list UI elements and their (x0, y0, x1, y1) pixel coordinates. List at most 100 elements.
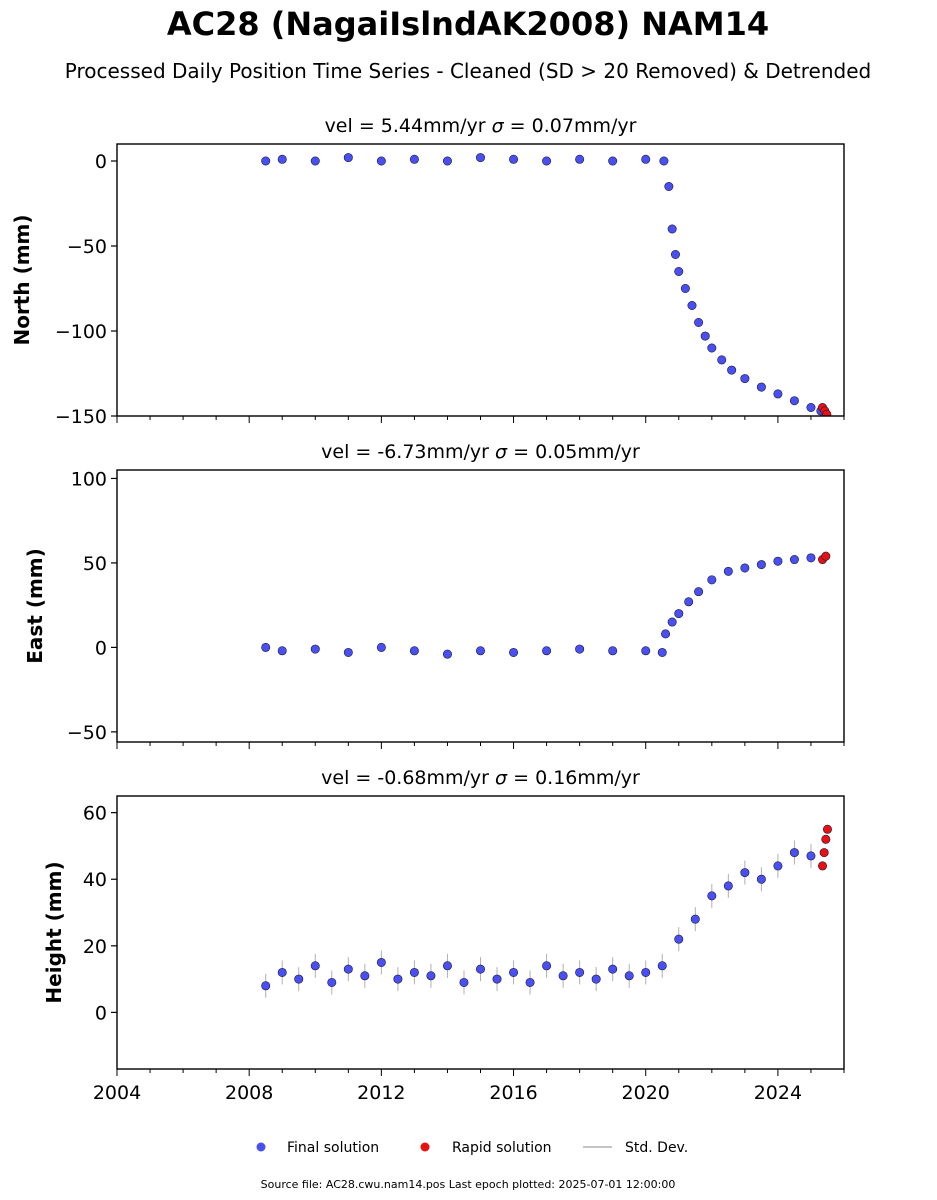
figure-title: AC28 (NagaiIslndAK2008) NAM14 (167, 5, 769, 43)
final-point (591, 974, 601, 984)
final-point (684, 597, 694, 607)
final-point (442, 156, 452, 166)
x-tick-label: 2008 (225, 1082, 273, 1104)
final-point (376, 642, 386, 652)
final-point (624, 971, 634, 981)
final-point (393, 974, 403, 984)
rapid-point (819, 848, 829, 858)
plot-frame (116, 143, 845, 417)
final-point (723, 881, 733, 891)
rapid-point (821, 551, 831, 561)
y-tick-label: 50 (83, 553, 107, 575)
rapid-point (822, 824, 832, 834)
panel-title-velocity: vel = 5.44mm/yr (325, 115, 492, 137)
final-point (707, 891, 717, 901)
north-panel: vel = 5.44mm/yr σ = 0.07mm/yr 0 −50 −100 −15… (10, 115, 845, 428)
legend-std-label: Std. Dev. (625, 1140, 688, 1156)
final-point (740, 563, 750, 573)
x-tick-label: 2024 (754, 1082, 802, 1104)
legend-final-label: Final solution (287, 1140, 379, 1156)
final-point (641, 154, 651, 164)
y-tick-label: 100 (71, 468, 107, 490)
figure-subtitle: Processed Daily Position Time Series - C… (65, 59, 871, 83)
final-point (659, 156, 669, 166)
final-point (756, 560, 766, 570)
final-point (459, 977, 469, 987)
final-point (376, 156, 386, 166)
x-tick-label: 2012 (357, 1082, 405, 1104)
final-point (442, 961, 452, 971)
final-point (740, 868, 750, 878)
plot-area (261, 153, 832, 416)
final-point (261, 642, 271, 652)
final-point (664, 182, 674, 192)
rapid-point (822, 409, 832, 416)
final-point (608, 646, 618, 656)
panel-title-velocity: vel = -6.73mm/yr (321, 441, 495, 463)
y-axis-label: East (mm) (23, 548, 47, 664)
final-point (575, 154, 585, 164)
final-point (475, 153, 485, 163)
rapid-point (818, 861, 828, 871)
final-point (674, 266, 684, 276)
final-point (667, 224, 677, 234)
final-point (608, 964, 618, 974)
final-point (670, 250, 680, 260)
final-point (409, 646, 419, 656)
panel-title-velocity: vel = -0.68mm/yr (321, 767, 495, 789)
final-point (310, 644, 320, 654)
final-point (426, 971, 436, 981)
final-point (680, 283, 690, 293)
rapid-series (818, 551, 831, 565)
panel-title-uncertainty: = 0.07mm/yr (504, 115, 637, 137)
final-point (343, 153, 353, 163)
final-point (277, 154, 287, 164)
final-point (773, 389, 783, 399)
y-tick-label: −50 (67, 722, 107, 744)
final-point (690, 914, 700, 924)
y-tick-label: 0 (95, 151, 107, 173)
final-point (806, 851, 816, 861)
final-point (310, 961, 320, 971)
final-point (475, 964, 485, 974)
final-point (310, 156, 320, 166)
final-series (261, 840, 816, 998)
final-point (360, 971, 370, 981)
final-point (707, 575, 717, 585)
final-point (261, 981, 271, 991)
y-tick-label: −100 (55, 321, 107, 343)
final-point (542, 646, 552, 656)
legend: Final solution Rapid solution Std. Dev. (256, 1140, 688, 1156)
source-footnote: Source file: AC28.cwu.nam14.pos Last epo… (261, 1178, 676, 1191)
final-point (641, 646, 651, 656)
panel-title-uncertainty: = 0.05mm/yr (507, 441, 640, 463)
legend-rapid-label: Rapid solution (452, 1140, 552, 1156)
final-point (674, 934, 684, 944)
legend-final-marker (256, 1142, 266, 1152)
final-point (608, 156, 618, 166)
final-point (575, 644, 585, 654)
final-point (694, 317, 704, 327)
final-point (509, 154, 519, 164)
final-point (376, 957, 386, 967)
panel-title: vel = -0.68mm/yr σ = 0.16mm/yr (321, 767, 640, 789)
final-point (343, 964, 353, 974)
panel-title-uncertainty: = 0.16mm/yr (507, 767, 640, 789)
final-point (789, 848, 799, 858)
final-point (294, 974, 304, 984)
rapid-point (821, 834, 831, 844)
final-point (657, 647, 667, 657)
final-point (806, 553, 816, 563)
final-point (542, 961, 552, 971)
y-axis-label: North (mm) (10, 214, 34, 345)
final-point (661, 629, 671, 639)
final-point (525, 977, 535, 987)
height-panel: vel = -0.68mm/yr σ = 0.16mm/yr 60 40 20 0 200… (42, 767, 845, 1104)
plot-frame (116, 795, 845, 1070)
final-point (277, 967, 287, 977)
final-point (641, 967, 651, 977)
panel-title: vel = -6.73mm/yr σ = 0.05mm/yr (321, 441, 640, 463)
plot-frame (116, 469, 845, 743)
final-point (442, 649, 452, 659)
final-series (261, 553, 816, 659)
